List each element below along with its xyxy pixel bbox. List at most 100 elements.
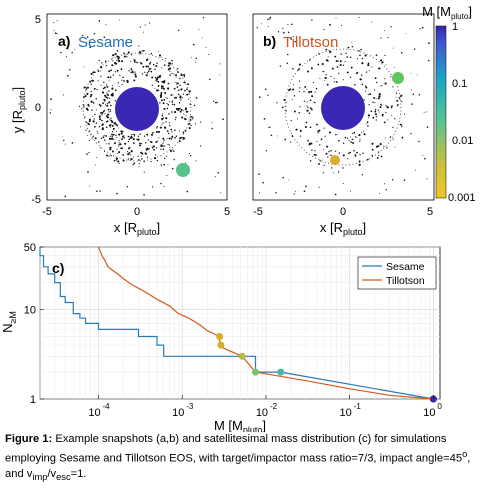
particle <box>105 126 108 128</box>
particle <box>103 86 106 89</box>
particle <box>307 106 309 108</box>
particle <box>167 143 169 145</box>
particle <box>385 104 387 107</box>
particle <box>89 118 91 121</box>
particle <box>290 119 292 122</box>
panel-a-central-body <box>115 87 159 131</box>
particle <box>192 116 194 118</box>
particle <box>265 150 268 152</box>
particle <box>187 93 189 95</box>
chart-series <box>39 246 437 403</box>
particle <box>290 23 293 26</box>
particle <box>398 97 400 99</box>
particle <box>179 110 182 113</box>
particle <box>180 73 183 76</box>
particle <box>386 148 388 150</box>
particle <box>377 145 380 148</box>
particle <box>325 152 328 155</box>
particle <box>108 101 111 104</box>
particle <box>69 69 71 71</box>
particle <box>141 50 143 52</box>
particle <box>401 136 404 139</box>
particle <box>132 156 134 158</box>
particle <box>342 154 345 157</box>
particle <box>130 158 133 161</box>
panel-a: a) Sesame -5 0 5 5 0 -5 x [Rpluto] y [Rp… <box>10 13 230 237</box>
particle <box>96 131 98 133</box>
particle <box>93 71 96 74</box>
particle <box>174 97 176 99</box>
particle <box>131 134 133 136</box>
particle <box>372 116 375 119</box>
particle <box>144 24 146 26</box>
caption-sub-esc: esc <box>56 471 71 482</box>
particle <box>139 61 141 64</box>
particle <box>130 154 132 156</box>
particle <box>158 54 162 57</box>
colorbar-tick: 0.001 <box>448 192 476 204</box>
particle <box>111 121 114 123</box>
particle <box>171 135 174 138</box>
particle <box>195 160 197 162</box>
particle <box>421 26 424 29</box>
particle <box>298 111 300 114</box>
particle <box>136 61 138 64</box>
particle <box>378 67 381 70</box>
particle <box>83 66 85 68</box>
particle <box>331 67 334 70</box>
particle <box>93 102 95 104</box>
x-tick-label: 10 <box>172 407 184 419</box>
particle <box>121 138 123 141</box>
particle <box>177 29 180 32</box>
chart-panel-letter: c) <box>52 260 64 276</box>
particle <box>164 157 166 160</box>
particle <box>167 64 170 67</box>
particle <box>115 157 118 160</box>
particle <box>180 98 182 100</box>
particle <box>92 101 94 103</box>
particle <box>128 151 131 154</box>
particle <box>156 125 159 128</box>
particle <box>159 74 162 77</box>
particle <box>268 126 270 128</box>
particle <box>50 109 52 111</box>
series-marker-tillotson <box>252 368 259 376</box>
particle <box>109 109 111 111</box>
particle <box>342 79 344 81</box>
particle <box>91 80 93 82</box>
particle <box>122 159 125 162</box>
colorbar-label: M [Mpluto] <box>422 4 472 21</box>
particle <box>183 73 186 77</box>
particle <box>163 107 166 110</box>
particle <box>391 115 393 117</box>
particle <box>171 59 173 62</box>
series-marker-tillotson <box>216 333 224 340</box>
particle <box>53 30 55 32</box>
x-tick-label: 10 <box>423 407 435 419</box>
particle <box>170 111 173 113</box>
particle <box>199 145 202 147</box>
particle <box>160 93 163 96</box>
particle <box>267 94 269 96</box>
particle <box>137 138 140 141</box>
particle <box>358 163 361 166</box>
particle <box>122 76 124 79</box>
particle <box>97 70 100 72</box>
particle <box>188 90 191 93</box>
particle <box>379 92 381 95</box>
particle <box>103 81 105 84</box>
particle <box>164 91 167 95</box>
particle <box>163 145 165 147</box>
particle <box>86 153 88 155</box>
x-tick-label: 10 <box>340 407 352 419</box>
particle <box>313 153 316 156</box>
particle <box>344 61 346 63</box>
particle <box>92 115 94 118</box>
particle <box>351 41 353 43</box>
particle <box>127 140 130 143</box>
particle <box>157 81 160 83</box>
particle <box>107 76 110 79</box>
particle <box>106 102 109 105</box>
particle <box>158 137 160 139</box>
particle <box>169 125 171 127</box>
